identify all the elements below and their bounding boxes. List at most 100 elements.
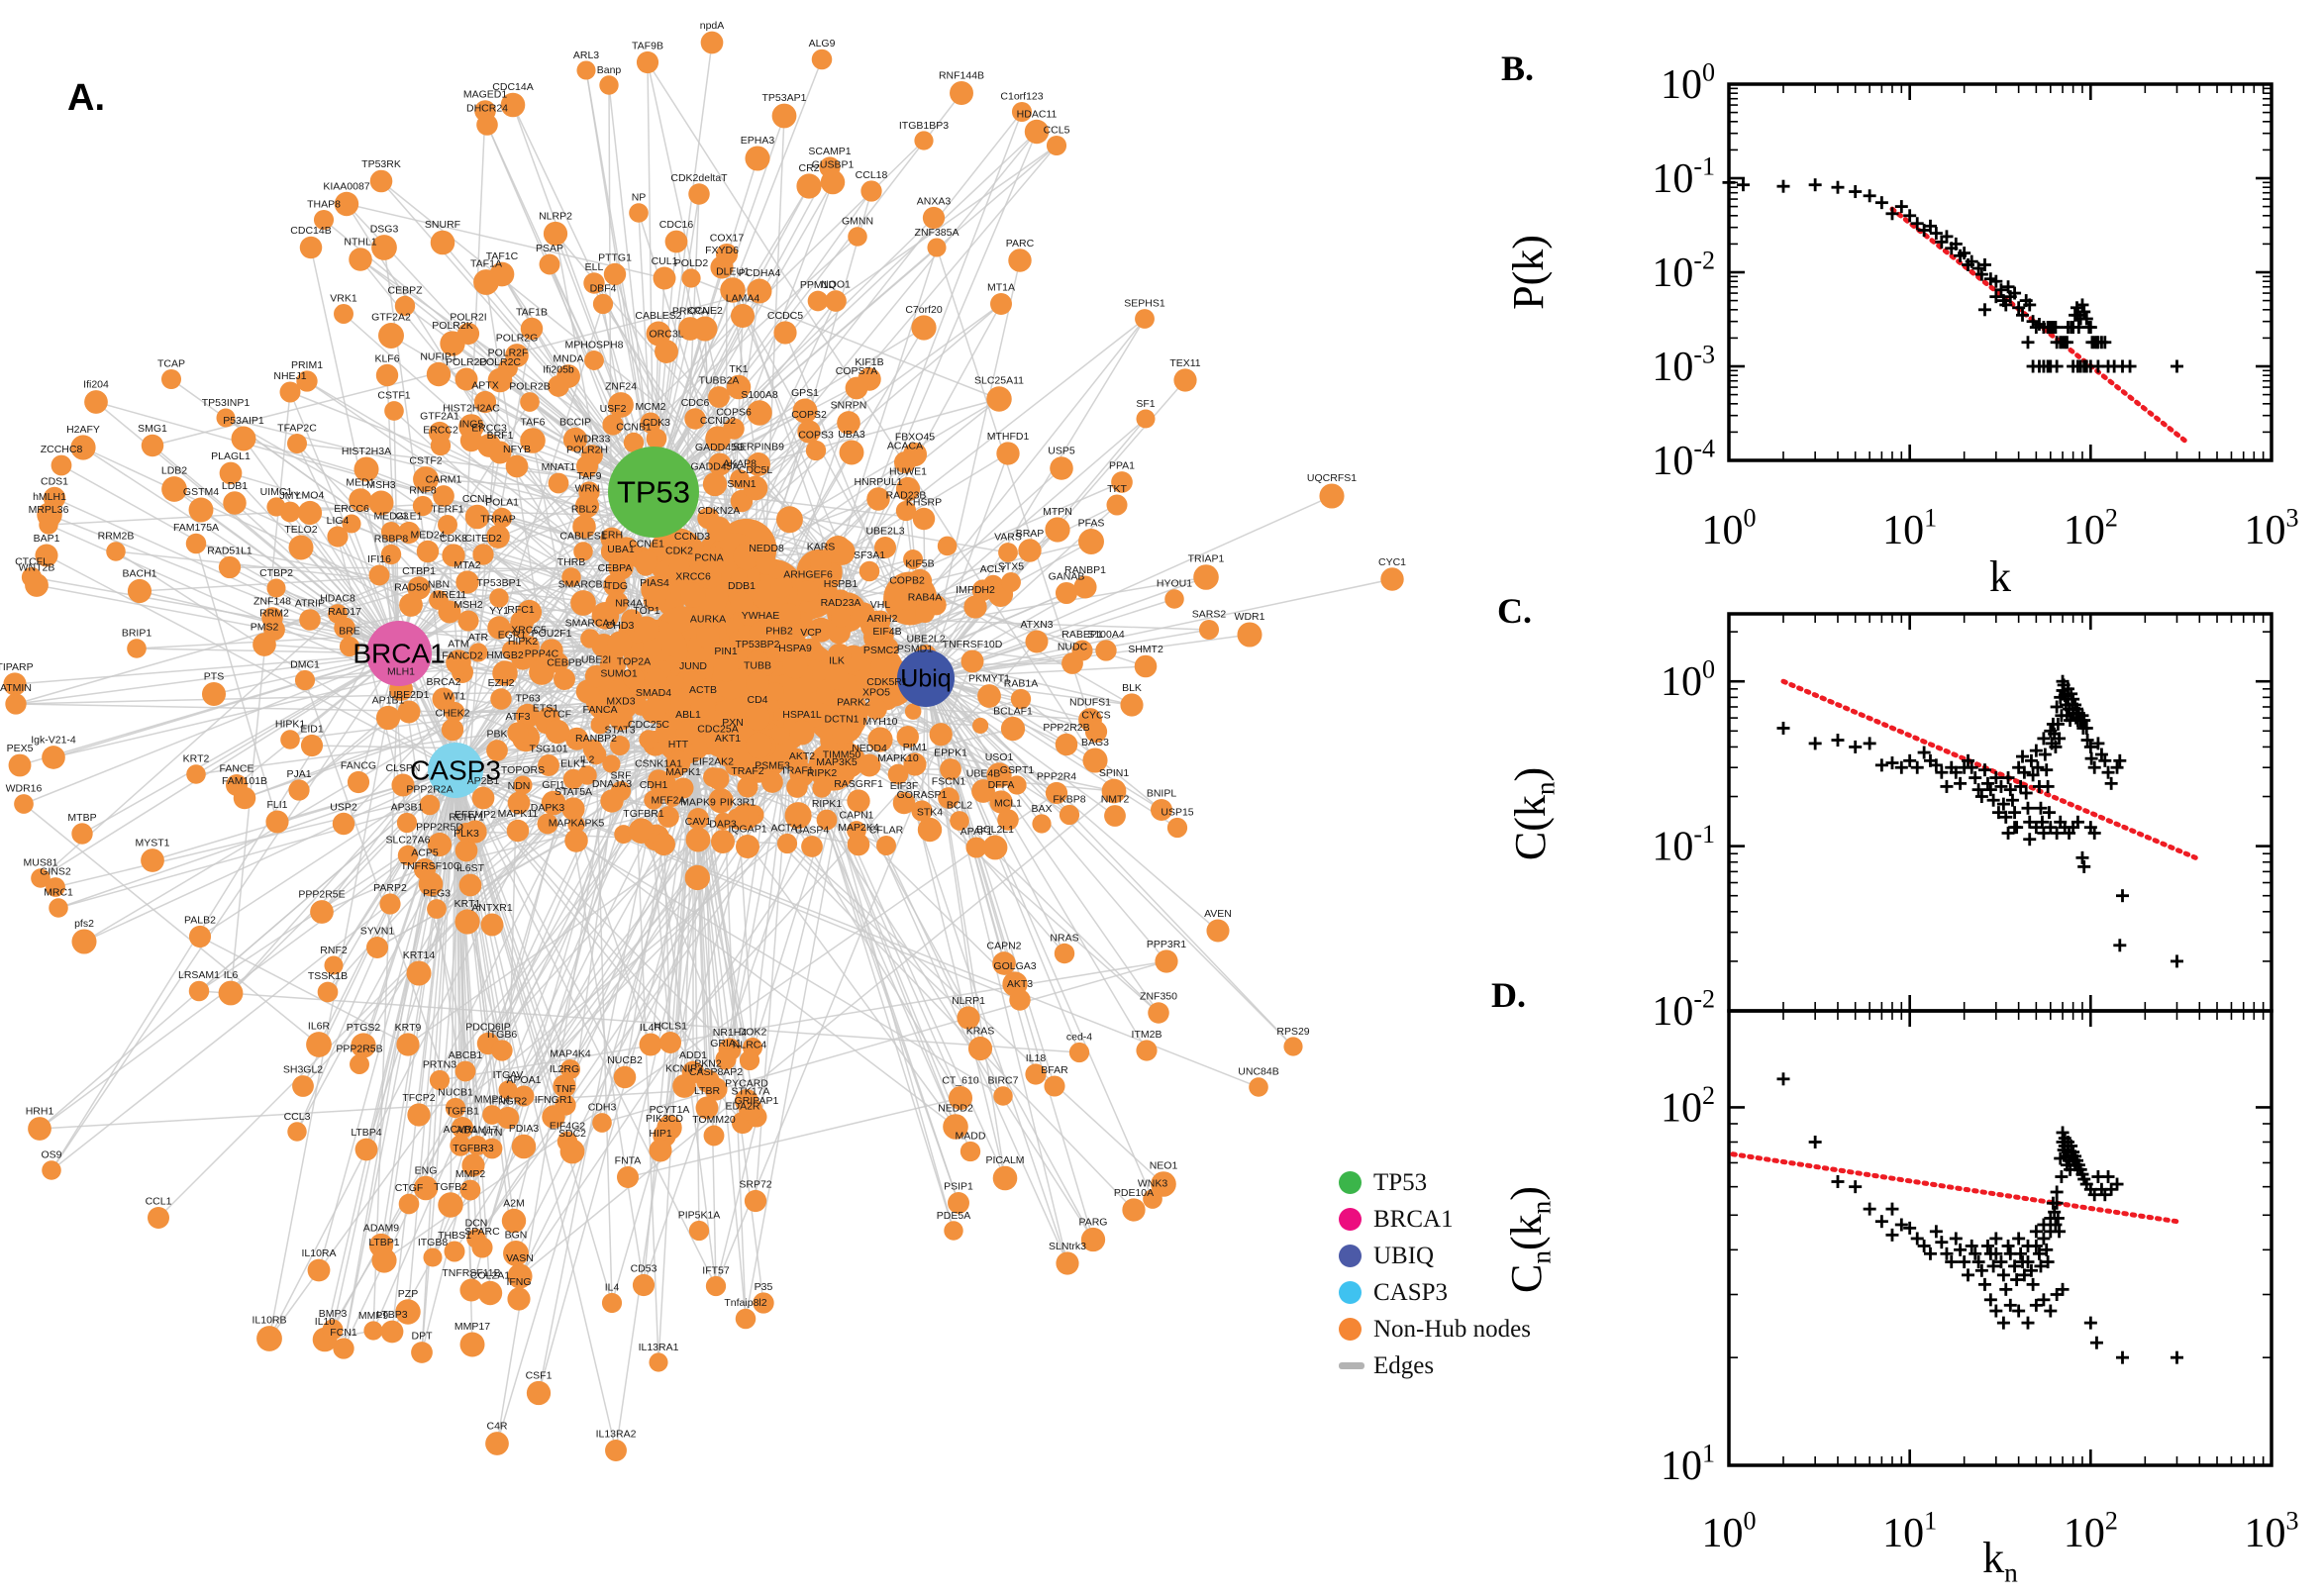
non-hub-node [648, 769, 669, 791]
legend-label: BRCA1 [1373, 1205, 1454, 1233]
node-label: TOP2A [617, 656, 651, 668]
node-label: PBK [486, 729, 507, 741]
non-hub-node [655, 340, 678, 363]
node-label: MYST1 [135, 838, 169, 849]
non-hub-node [486, 525, 510, 549]
node-label: CDC6 [681, 397, 710, 409]
node-label: BRE [339, 625, 360, 637]
non-hub-node [491, 1040, 513, 1061]
non-hub-node [511, 647, 535, 670]
non-hub-node [1206, 919, 1230, 943]
non-hub-node [992, 1165, 1018, 1191]
edge [835, 145, 1058, 302]
node-label: LTBP1 [368, 1237, 399, 1248]
non-hub-node [825, 666, 849, 690]
node-label: ACVR1 [443, 1124, 477, 1136]
legend-item-edges: Edges [1339, 1347, 1531, 1384]
edge [358, 769, 456, 1065]
y-tick-label: 102 [1661, 1081, 1715, 1132]
non-hub-node [507, 791, 531, 815]
node-label: PJA1 [286, 768, 311, 780]
node-label: SMARCB1 [558, 579, 609, 591]
node-label: ZNF350 [1140, 991, 1177, 1003]
non-hub-node [907, 568, 933, 594]
node-label: IFNGR1 [535, 1094, 573, 1106]
node-label: RAD17 [328, 606, 361, 618]
node-label: NEO1 [1150, 1160, 1178, 1172]
non-hub-node [870, 655, 892, 677]
edge [925, 677, 1160, 1014]
non-hub-node [810, 552, 832, 574]
node-label: RAD51L1 [207, 545, 252, 556]
node-label: RAB4A [908, 592, 942, 604]
node-label: ACTA1 [770, 822, 803, 834]
node-label: DFFA [988, 779, 1015, 791]
non-hub-node [892, 791, 916, 815]
non-hub-node [3, 672, 27, 696]
edge [788, 519, 1294, 1047]
edge [243, 438, 400, 654]
edge [372, 679, 657, 1332]
node-label: SHMT2 [1128, 644, 1163, 655]
non-hub-node [84, 390, 108, 414]
non-hub-node [717, 638, 735, 655]
non-hub-node [843, 708, 864, 730]
node-label: PRIM1 [291, 359, 323, 371]
node-label: IFNGR2 [489, 1095, 528, 1107]
node-label: OS9 [41, 1149, 61, 1161]
node-label: HCLS1 [654, 1020, 687, 1032]
non-hub-node [265, 810, 289, 834]
node-label: POLR2H [566, 444, 608, 455]
non-hub-node [696, 563, 722, 589]
node-label: DAP3 [709, 818, 737, 830]
node-label: KARS [807, 542, 836, 553]
non-hub-node [529, 659, 555, 685]
node-label: NUCB2 [607, 1054, 643, 1066]
non-hub-node [749, 621, 772, 645]
non-hub-node [8, 753, 32, 777]
node-label: FANCD2 [442, 650, 483, 662]
non-hub-node [279, 501, 301, 523]
non-hub-node [559, 1058, 581, 1080]
non-hub-node [397, 521, 421, 545]
non-hub-node [922, 206, 946, 230]
non-hub-node [576, 60, 596, 80]
non-hub-node [972, 717, 989, 734]
edge [690, 277, 1000, 400]
node-label: KIF5B [905, 557, 934, 569]
non-hub-node [548, 375, 569, 397]
non-hub-node [561, 797, 585, 821]
node-label: NEDD4 [852, 743, 887, 754]
non-hub-node [515, 703, 541, 729]
non-hub-node [636, 50, 659, 74]
non-hub-node [49, 898, 68, 918]
node-label: AKT3 [1007, 978, 1033, 990]
non-hub-node [503, 1241, 529, 1266]
non-hub-node [488, 441, 512, 464]
node-label: C4R [486, 1421, 507, 1433]
non-hub-node [573, 542, 593, 561]
node-label: USO1 [985, 751, 1014, 763]
non-hub-node [847, 833, 870, 856]
node-label: PARC [1006, 238, 1035, 249]
node-label: PCYT1A [650, 1104, 690, 1116]
non-hub-node [989, 790, 1013, 814]
node-label: RANBP2 [575, 733, 617, 745]
node-label: MUS81 [23, 857, 57, 869]
node-label: TIMM50 [823, 748, 861, 760]
node-label: COPS7A [836, 365, 878, 377]
non-hub-node [332, 812, 355, 836]
node-label: TCAP [157, 357, 185, 369]
node-label: NMT2 [1101, 794, 1130, 806]
node-label: UBE2L3 [865, 525, 904, 537]
non-hub-node [736, 835, 759, 858]
node-label: CSTF1 [377, 390, 410, 402]
node-label: GMNN [842, 216, 873, 228]
non-hub-node [706, 516, 732, 542]
node-label: GLE1 [396, 510, 423, 522]
non-hub-node [575, 454, 599, 478]
hub-node-brca1 [366, 621, 432, 686]
non-hub-node [771, 727, 790, 746]
node-label: TP53BP2 [736, 639, 780, 650]
